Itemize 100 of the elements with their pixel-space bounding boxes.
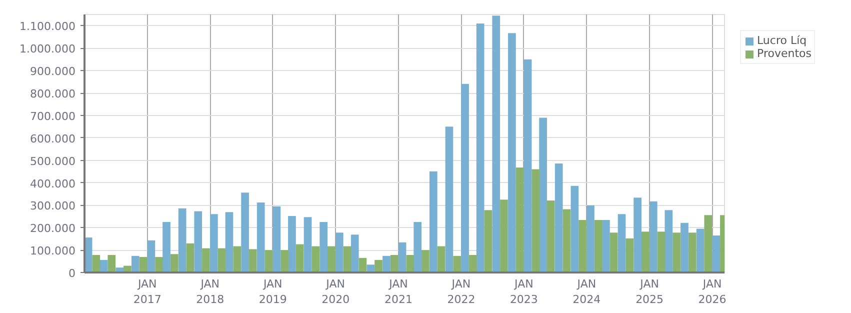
x-tick-label: JAN 2018	[196, 278, 224, 306]
bar	[320, 222, 328, 272]
bar	[712, 235, 720, 272]
bar	[546, 200, 555, 272]
bar	[374, 260, 382, 272]
y-tick-label: 200.000	[30, 222, 76, 236]
bar	[641, 232, 650, 272]
bar	[539, 118, 547, 272]
bar	[688, 232, 696, 272]
bar	[390, 255, 398, 272]
x-tick-label: JAN 2017	[133, 278, 162, 306]
bar	[461, 84, 469, 272]
bar	[429, 171, 438, 272]
y-tick-label: 400.000	[30, 177, 76, 190]
bar	[602, 220, 610, 272]
y-tick-label: 300.000	[30, 200, 76, 213]
bar	[634, 198, 642, 272]
bar	[696, 228, 704, 272]
bar	[704, 215, 712, 272]
bar	[210, 214, 218, 272]
y-tick-label: 900.000	[30, 65, 76, 78]
legend-label: Proventos	[757, 47, 812, 60]
bar	[516, 168, 524, 272]
bar	[218, 248, 226, 272]
bar	[147, 240, 156, 272]
bar	[264, 250, 273, 272]
bar	[296, 244, 304, 272]
y-tick-label: 1.000.000	[20, 42, 76, 56]
bar	[272, 206, 281, 272]
bar	[680, 222, 688, 272]
y-tick-label: 800.000	[30, 88, 76, 101]
bar	[194, 211, 202, 272]
bar	[366, 264, 375, 272]
bar	[578, 220, 586, 272]
bar	[382, 256, 390, 272]
bar	[406, 255, 414, 272]
y-tick-label: 0	[68, 267, 76, 280]
bar	[414, 222, 422, 272]
bar	[343, 246, 352, 272]
bar	[139, 257, 148, 272]
bar	[500, 200, 508, 272]
bar	[468, 255, 477, 272]
x-tick-label: JAN 2023	[510, 278, 538, 306]
bar	[350, 234, 359, 272]
bar	[422, 250, 430, 272]
bar	[202, 248, 210, 272]
bar	[554, 163, 563, 272]
bar	[398, 242, 406, 272]
y-tick-label: 600.000	[30, 132, 76, 146]
bar	[312, 246, 320, 272]
bar	[304, 217, 312, 272]
x-tick-label: JAN 2019	[258, 278, 287, 306]
bar	[445, 126, 454, 272]
bar	[649, 201, 658, 272]
bar	[233, 246, 242, 272]
bar	[162, 222, 170, 272]
bar	[476, 23, 484, 272]
bar	[155, 257, 163, 272]
bar	[131, 256, 140, 272]
bar	[570, 186, 579, 272]
bar	[672, 232, 680, 272]
bar	[92, 255, 100, 272]
bar	[492, 16, 500, 272]
y-tick-label: 500.000	[30, 154, 76, 168]
bar	[328, 246, 336, 272]
bar	[562, 209, 571, 272]
bar	[335, 232, 344, 272]
bar	[225, 212, 234, 272]
bar	[453, 256, 461, 272]
bar	[626, 238, 634, 272]
x-tick-label: JAN 2024	[572, 278, 601, 306]
y-tick-label: 100.000	[30, 244, 76, 258]
bar	[280, 250, 288, 272]
bar	[248, 249, 257, 272]
bar	[610, 232, 618, 272]
bar	[178, 208, 186, 272]
bar	[532, 169, 540, 272]
y-tick-label: 700.000	[30, 110, 76, 123]
bar	[241, 192, 249, 272]
bar	[170, 254, 178, 272]
x-tick-label: JAN 2025	[636, 278, 664, 306]
x-tick-label: JAN 2026	[698, 278, 726, 306]
bar	[108, 255, 116, 272]
bar	[524, 59, 532, 272]
bar	[618, 214, 626, 272]
legend-label: Lucro Líq	[757, 34, 807, 47]
bar	[186, 243, 194, 272]
x-tick-label: JAN 2022	[447, 278, 476, 306]
bar	[508, 33, 516, 272]
x-tick-label: JAN 2020	[322, 278, 350, 306]
y-tick-label: 1.100.000	[20, 20, 76, 34]
bar	[594, 220, 602, 272]
bar	[288, 216, 296, 272]
x-tick-label: JAN 2021	[384, 278, 412, 306]
bar	[664, 210, 673, 272]
bar	[586, 205, 594, 272]
bar	[657, 232, 666, 272]
bar	[437, 246, 446, 272]
bar	[256, 202, 265, 272]
bar	[484, 210, 492, 272]
